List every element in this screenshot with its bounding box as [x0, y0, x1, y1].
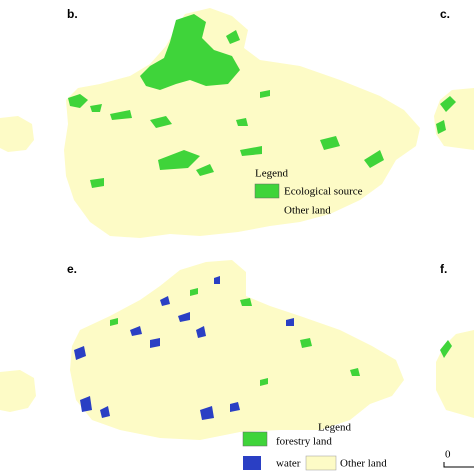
- legend-item: Other land: [284, 205, 331, 217]
- scale-bar: [443, 462, 474, 468]
- scale-label: 0: [445, 449, 451, 461]
- legend-swatch: [242, 431, 268, 447]
- legend-swatch: [255, 204, 279, 218]
- panel-label: f.: [440, 262, 447, 276]
- map-partial: [0, 370, 36, 412]
- legend-item: Other land: [340, 458, 387, 470]
- panel-label: e.: [67, 262, 77, 276]
- map-partial: [434, 88, 474, 150]
- map-patch: [436, 96, 456, 134]
- legend-item: water: [276, 458, 301, 470]
- legend-item: Ecological source: [284, 186, 363, 198]
- legend-item: forestry land: [276, 436, 332, 448]
- map-patch: [440, 340, 452, 358]
- panel-label: b.: [67, 7, 78, 21]
- map-patch: [140, 14, 240, 90]
- map-partial: [0, 116, 34, 152]
- legend-swatch: [243, 456, 261, 470]
- legend-swatch: [254, 183, 280, 199]
- legend-title: Legend: [255, 168, 288, 180]
- map-partial: [436, 330, 474, 418]
- map-region: [70, 260, 404, 440]
- panel-label: c.: [440, 7, 450, 21]
- legend-swatch: [305, 455, 337, 471]
- legend-title: Legend: [318, 422, 351, 434]
